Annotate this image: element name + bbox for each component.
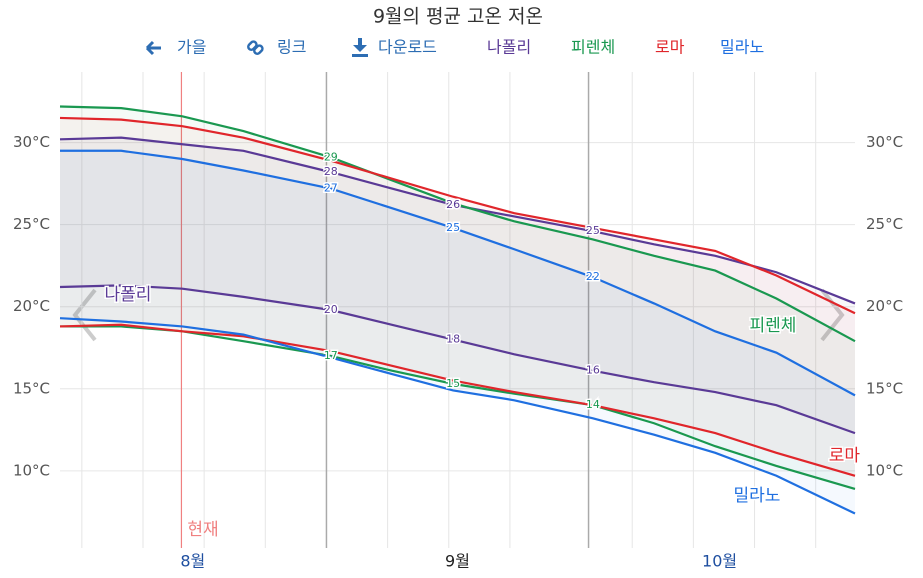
range-band	[60, 117, 855, 476]
low-line	[59, 323, 856, 477]
y-tick-label: 20°C	[13, 297, 50, 315]
data-label: 17	[324, 349, 338, 362]
season-button[interactable]: 가을	[177, 38, 206, 57]
x-tick-label: 8월	[180, 552, 205, 571]
low-line	[59, 284, 856, 435]
data-label: 16	[586, 364, 600, 377]
data-label: 15	[446, 377, 460, 390]
legend-entry[interactable]: 피렌체	[571, 38, 615, 57]
y-tick-label-right: 10°C	[866, 461, 903, 479]
y-tick-label: 25°C	[13, 215, 50, 233]
link-icon[interactable]	[247, 40, 264, 55]
link-button[interactable]: 링크	[277, 38, 306, 57]
series-label: 로마	[829, 446, 861, 466]
legend-entry[interactable]: 나폴리	[487, 38, 531, 57]
data-label: 22	[586, 270, 600, 283]
high-line	[60, 149, 856, 397]
y-tick-label-right: 15°C	[866, 379, 903, 397]
now-label: 현재	[187, 520, 218, 540]
high-line	[59, 136, 856, 305]
data-label: 27	[324, 182, 338, 195]
series-label: 밀라노	[734, 486, 781, 506]
legend-entry[interactable]: 밀라노	[720, 38, 764, 57]
toolbar: 가을 링크 다운로드	[145, 38, 437, 57]
y-tick-label-right: 30°C	[866, 133, 903, 151]
series-label: 피렌체	[750, 316, 797, 336]
download-icon[interactable]	[352, 38, 368, 57]
data-label: 29	[324, 150, 338, 163]
chart-title: 9월의 평균 고온 저온	[373, 6, 543, 28]
data-label: 25	[586, 224, 600, 237]
back-icon[interactable]	[145, 40, 161, 56]
data-label: 18	[446, 333, 460, 346]
high-line	[59, 105, 856, 343]
y-tick-label: 10°C	[13, 461, 50, 479]
range-band	[60, 106, 855, 489]
y-tick-label: 15°C	[13, 379, 50, 397]
y-tick-label: 30°C	[13, 133, 50, 151]
y-tick-label-right: 25°C	[866, 215, 903, 233]
range-band	[60, 137, 855, 434]
prev-arrow[interactable]	[72, 288, 97, 342]
data-label: 28	[324, 165, 338, 178]
range-band	[60, 150, 855, 514]
series-label: 나폴리	[105, 285, 152, 305]
download-button[interactable]: 다운로드	[378, 38, 437, 57]
next-arrow[interactable]	[820, 288, 845, 342]
high-line	[59, 116, 856, 315]
y-tick-label-right: 20°C	[866, 297, 903, 315]
data-label: 20	[324, 303, 338, 316]
legend-entry[interactable]: 로마	[655, 38, 685, 57]
data-label: 26	[446, 198, 460, 211]
x-tick-label: 9월	[445, 552, 470, 571]
low-line	[59, 317, 856, 515]
x-tick-label: 10월	[702, 552, 737, 571]
data-label: 14	[586, 398, 600, 411]
data-label: 25	[446, 221, 460, 234]
